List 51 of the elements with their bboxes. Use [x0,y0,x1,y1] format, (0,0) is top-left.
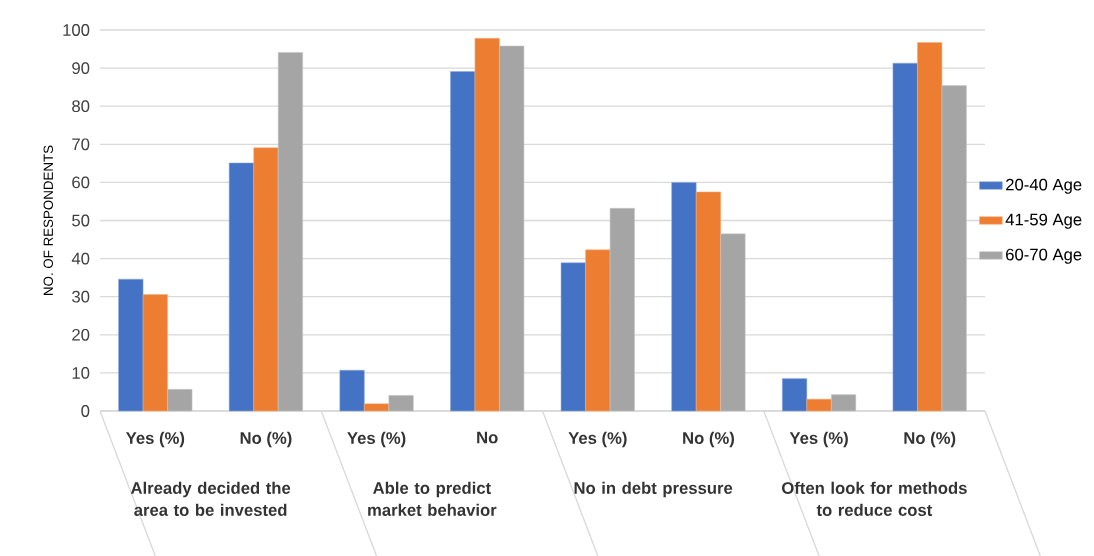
legend-label: 60-70 Age [1006,248,1082,264]
bar [142,294,168,412]
x-tick-label: Yes (%) [789,431,848,448]
y-tick-label: 10 [72,367,90,379]
bar [364,403,390,412]
y-axis-title: NO. OF RESPONDENTS [43,145,53,295]
bar [831,394,857,412]
bar [388,395,414,412]
legend-label: 41-59 Age [1005,213,1082,229]
x-tick-label: Yes (%) [347,431,406,448]
bar [806,398,832,412]
y-tick-label: 80 [72,100,90,113]
x-tick-label: No [477,431,498,444]
text: Able to predict market behavior [368,481,497,516]
bar [560,262,586,412]
bar [585,249,611,412]
x-tick-label: Yes (%) [125,431,185,448]
bar [339,369,365,412]
bar [118,278,144,412]
x-tick-label: Yes (%) [568,431,627,448]
bar [892,62,918,412]
y-tick-label: 90 [72,62,90,74]
y-tick-label: 50 [72,214,90,227]
bar [941,85,967,412]
x-tick-label: No (%) [904,431,956,448]
x-tick-label: No (%) [683,431,734,448]
bar [720,233,746,412]
bar [450,71,476,412]
y-tick-label: 70 [72,138,90,151]
bar [695,191,721,412]
bar [228,162,254,412]
bar [253,147,279,412]
bar [671,182,697,412]
y-tick-label: 30 [72,290,90,303]
y-tick-label: 20 [72,328,90,341]
x-tick-label: No (%) [240,431,292,448]
y-tick-label: 0 [81,405,90,417]
text: No in debt pressure [574,481,733,498]
bar [277,52,303,412]
bar [782,378,808,412]
legend-label: 20-40 Age [1006,178,1082,194]
bar [474,38,500,412]
bar [167,389,193,412]
bar [499,45,525,412]
bar [609,208,635,412]
y-tick-label: 100 [63,24,90,36]
bar [917,42,943,412]
y-tick-label: 60 [72,176,90,189]
text: Often look for methods to reduce cost [782,481,967,516]
text: Already decided the area to be invested [130,481,291,516]
y-tick-label: 40 [71,252,90,265]
